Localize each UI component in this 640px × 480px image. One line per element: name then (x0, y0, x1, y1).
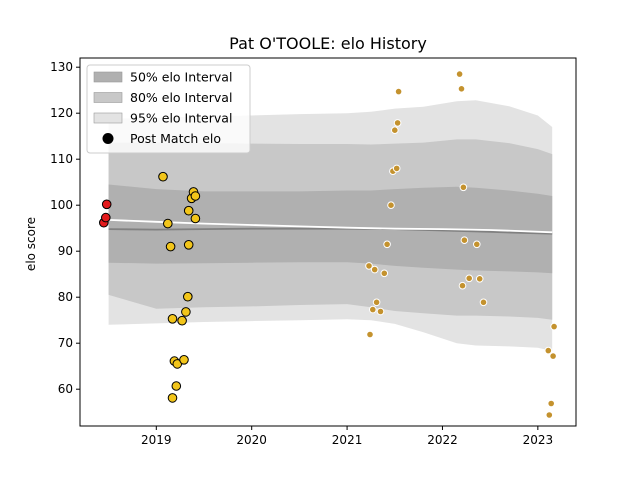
y-tick-label: 90 (58, 244, 73, 258)
trend-line (108, 219, 553, 234)
data-point (544, 346, 553, 355)
data-point (458, 281, 467, 290)
data-point (183, 240, 194, 250)
x-tick-label: 2023 (523, 433, 554, 447)
y-tick-label: 60 (58, 382, 73, 396)
plot-area (99, 70, 558, 419)
y-tick-label: 120 (50, 106, 73, 120)
data-point (101, 212, 111, 223)
y-tick-label: 130 (50, 60, 73, 74)
elo-lines (108, 219, 553, 235)
data-point (369, 305, 377, 314)
data-point (380, 269, 389, 278)
mean-elo-line (108, 227, 553, 235)
legend-label: Post Match elo (130, 131, 221, 146)
data-point (183, 291, 193, 302)
data-point (459, 183, 468, 192)
data-point (181, 307, 191, 317)
data-point (475, 275, 484, 283)
data-point (158, 171, 168, 182)
data-point (387, 201, 395, 209)
data-point (393, 119, 402, 127)
data-point (549, 352, 557, 360)
y-tick-label: 110 (50, 152, 73, 166)
data-point (376, 307, 385, 316)
chart-title: Pat O'TOOLE: elo History (229, 34, 427, 53)
x-axis: 2019 2020 2021 2022 2023 (141, 426, 553, 447)
data-point (366, 330, 374, 339)
data-point (370, 265, 379, 274)
data-point (545, 411, 554, 419)
y-tick-label: 100 (50, 198, 73, 212)
data-point (479, 298, 488, 307)
post-match-points (99, 70, 558, 419)
data-point (460, 236, 469, 244)
data-point (190, 213, 201, 224)
data-point (183, 205, 194, 216)
data-point (101, 199, 112, 210)
data-point (392, 164, 401, 173)
data-point (177, 315, 187, 326)
legend-label: 95% elo Interval (130, 111, 232, 126)
legend-label: 50% elo Interval (130, 70, 232, 85)
y-tick-label: 70 (58, 336, 73, 350)
data-point (179, 355, 189, 365)
data-point (383, 240, 391, 249)
legend-marker (102, 133, 114, 144)
x-tick-label: 2019 (141, 433, 172, 447)
legend: 50% elo Interval 80% elo Interval 95% elo … (86, 64, 251, 154)
x-tick-label: 2022 (427, 433, 458, 447)
y-axis-label: elo score (24, 217, 38, 271)
data-point (465, 274, 474, 283)
data-point (167, 314, 178, 324)
y-axis: 60 70 80 90 100 110 120 130 (50, 60, 80, 396)
legend-box (86, 64, 251, 154)
data-point (394, 87, 403, 96)
data-point (550, 322, 558, 331)
legend-swatch (93, 92, 123, 103)
data-point (163, 218, 173, 229)
data-point (190, 191, 201, 201)
data-point (547, 399, 556, 408)
data-point (455, 70, 464, 78)
data-point (372, 298, 381, 307)
x-tick-label: 2021 (332, 433, 363, 447)
data-point (167, 393, 178, 403)
data-point (473, 240, 481, 249)
legend-label: 80% elo Interval (130, 90, 232, 105)
data-point (391, 126, 399, 134)
interval-bands (108, 100, 553, 351)
data-point (165, 241, 176, 252)
data-point (365, 262, 373, 270)
axes-frame (79, 57, 577, 427)
legend-swatch (93, 71, 123, 83)
data-point (171, 381, 182, 391)
data-point (457, 85, 466, 93)
legend-swatch (93, 112, 123, 124)
y-tick-label: 80 (58, 290, 73, 304)
x-tick-label: 2020 (236, 433, 267, 447)
